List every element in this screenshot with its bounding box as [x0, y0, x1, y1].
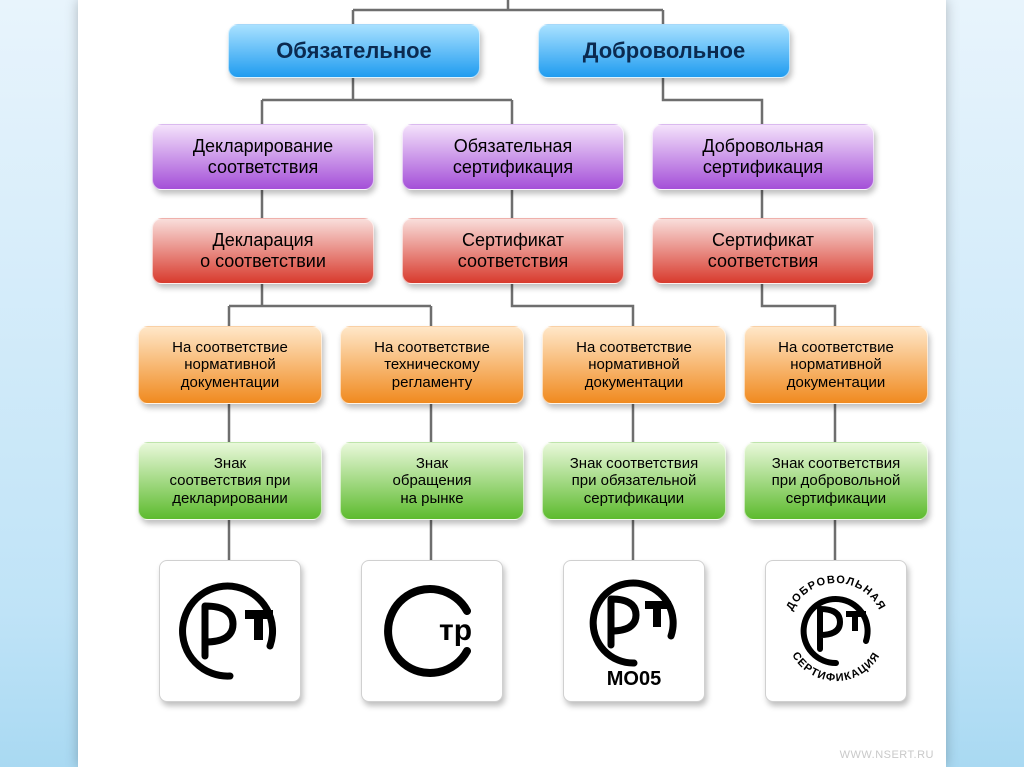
ctp-icon: тр: [377, 576, 487, 686]
logo-voluntary-cert: ДОБРОВОЛЬНАЯ СЕРТИФИКАЦИЯ: [765, 560, 907, 702]
logo-ctp: тр: [361, 560, 503, 702]
rst-mo05-icon: МО05: [579, 571, 689, 691]
label: Добровольное: [583, 38, 745, 63]
watermark: WWW.NSERT.RU: [840, 749, 934, 761]
node-mark-voluntary: Знак соответствия при добровольной серти…: [744, 442, 928, 520]
node-declaration-doc: Декларация о соответствии: [152, 218, 374, 284]
node-tech-reg: На соответствие техническому регламенту: [340, 326, 524, 404]
node-mark-declaration: Знак соответствия при декларировании: [138, 442, 322, 520]
diagram-panel: Обязательное Добровольное Декларирование…: [78, 0, 946, 767]
node-mark-market: Знак обращения на рынке: [340, 442, 524, 520]
voluntary-cert-icon: ДОБРОВОЛЬНАЯ СЕРТИФИКАЦИЯ: [770, 565, 902, 697]
node-voluntary: Добровольное: [538, 24, 790, 78]
svg-text:СЕРТИФИКАЦИЯ: СЕРТИФИКАЦИЯ: [789, 650, 882, 684]
rst-icon: [175, 576, 285, 686]
node-certificate-2: Сертификат соответствия: [652, 218, 874, 284]
node-mandatory: Обязательное: [228, 24, 480, 78]
node-norm-doc-2: На соответствие нормативной документации: [542, 326, 726, 404]
svg-text:ДОБРОВОЛЬНАЯ: ДОБРОВОЛЬНАЯ: [784, 574, 888, 613]
logo-rst-mo05: МО05: [563, 560, 705, 702]
node-mandatory-cert: Обязательная сертификация: [402, 124, 624, 190]
node-certificate-1: Сертификат соответствия: [402, 218, 624, 284]
svg-text:МО05: МО05: [607, 668, 661, 690]
node-norm-doc-3: На соответствие нормативной документации: [744, 326, 928, 404]
node-voluntary-cert: Добровольная сертификация: [652, 124, 874, 190]
svg-text:тр: тр: [439, 614, 472, 647]
node-mark-mandatory: Знак соответствия при обязательной серти…: [542, 442, 726, 520]
node-declaration-conformity: Декларирование соответствия: [152, 124, 374, 190]
label: Обязательное: [276, 38, 432, 63]
node-norm-doc-1: На соответствие нормативной документации: [138, 326, 322, 404]
logo-rst: [159, 560, 301, 702]
